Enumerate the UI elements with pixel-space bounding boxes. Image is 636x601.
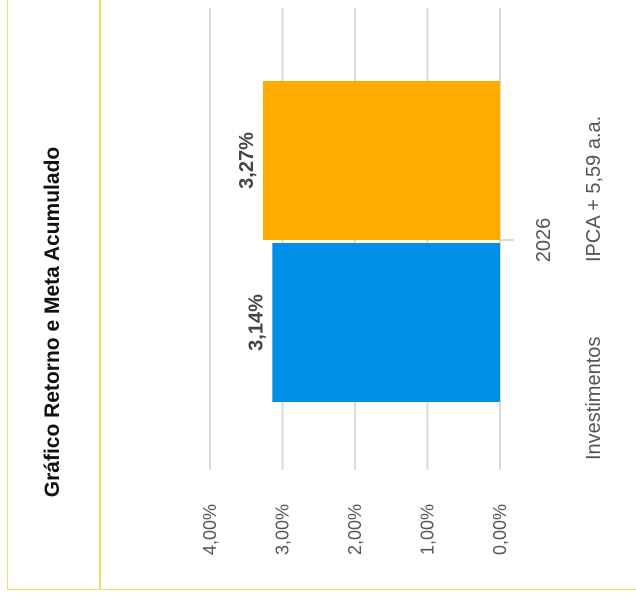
chart-frame [7, 0, 636, 590]
legend-item: Investimentos [583, 337, 605, 460]
value-axis-ticks: 0,00% 1,00% 2,00% 3,00% 4,00% [200, 504, 510, 555]
legend: Investimentos IPCA + 5,59 a.a. [583, 116, 605, 460]
category-axis: 2026 [500, 218, 555, 263]
tick-label: 0,00% [490, 504, 510, 555]
bar-ipca-meta [262, 81, 500, 240]
tick-label: 2,00% [345, 504, 365, 555]
bars [262, 81, 500, 402]
tick-label: 3,00% [273, 504, 293, 555]
tick-label: 1,00% [418, 504, 438, 555]
frame-divider [99, 0, 101, 590]
category-label: 2026 [533, 218, 555, 263]
bar-investimentos [272, 243, 500, 402]
data-label: 3,27% [236, 132, 258, 189]
data-label: 3,14% [245, 294, 267, 351]
data-labels: 3,14% 3,27% [236, 132, 267, 351]
legend-item: IPCA + 5,59 a.a. [583, 116, 605, 262]
tick-label: 4,00% [200, 504, 220, 555]
